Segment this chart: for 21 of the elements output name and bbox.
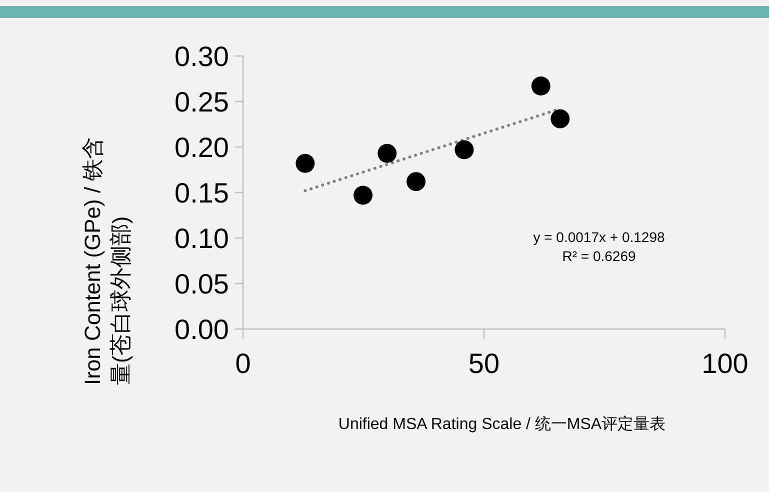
y-tick-label: 0.10 [174,222,229,254]
x-axis-title: Unified MSA Rating Scale / 统一MSA评定量表 [338,415,666,433]
point [296,154,315,173]
annotation: y = 0.0017x + 0.1298 [533,229,665,245]
annotation: R² = 0.6269 [562,248,636,264]
x-tick-label: 100 [702,348,748,379]
point [406,172,426,192]
y-tick-label: 0.20 [174,132,229,163]
y-tick-label: 0.15 [174,177,229,208]
x-tick-label: 50 [468,348,500,379]
y-tick-label: 0.00 [174,314,229,345]
y-axis-title: Iron Content (GPe) / 铁含量(苍白球外侧部) [80,136,133,385]
point [454,140,474,160]
y-tick-label: 0.25 [174,86,229,118]
y-tick-label: 0.05 [174,268,229,300]
x-tick-label: 0 [235,348,251,379]
point [378,144,397,163]
y-tick-label: 0.30 [174,40,229,72]
point [550,109,570,128]
point [531,76,550,96]
point [354,186,373,205]
